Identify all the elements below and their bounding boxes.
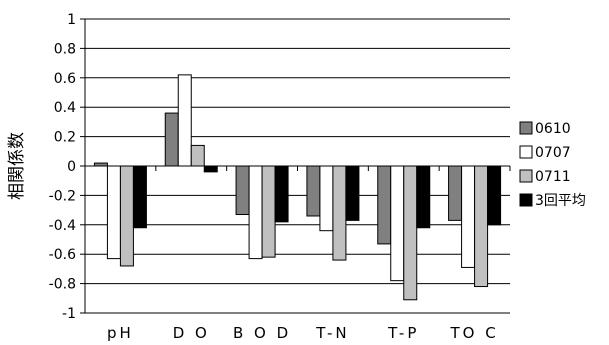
y-tick-label: -0.8 — [49, 277, 76, 293]
y-tick-label: 1 — [67, 12, 76, 28]
category-label: TO C — [449, 324, 498, 342]
legend-label: 0610 — [535, 121, 571, 137]
y-tick-label: -0.2 — [49, 188, 76, 204]
bar-0610-BOD — [235, 165, 250, 216]
bar-0707-T-P — [390, 165, 405, 282]
bar-0707-BOD — [248, 165, 263, 260]
bar-0711-TOC — [474, 165, 489, 288]
y-tick-label: -0.4 — [49, 218, 76, 234]
bars — [93, 74, 502, 301]
bar-0707-TOC — [461, 165, 476, 268]
y-tick-label: 0.8 — [54, 41, 76, 57]
legend-label: 0711 — [535, 169, 571, 185]
category-label: D O — [173, 324, 210, 342]
y-axis-label: 相関係数 — [7, 132, 27, 200]
gridlines — [85, 18, 510, 314]
y-tick-label: 0.2 — [54, 130, 76, 146]
category-label: pH — [107, 324, 134, 342]
bar-3回平均-pH — [132, 165, 147, 229]
bar-0711-pH — [119, 165, 134, 267]
bar-0610-TOC — [448, 165, 463, 221]
legend-swatch — [519, 145, 533, 159]
legend-label: 3回平均 — [535, 193, 586, 209]
y-tick-label: 0.4 — [54, 100, 76, 116]
y-tick-label: 0.6 — [54, 71, 76, 87]
category-label: B O D — [233, 324, 291, 342]
legend-swatch — [519, 121, 533, 135]
y-tick-label: -0.6 — [49, 247, 76, 263]
bar-3回平均-DO — [203, 165, 218, 173]
bar-0707-T-N — [319, 165, 334, 232]
legend-swatch — [519, 193, 533, 207]
bar-0711-BOD — [261, 165, 276, 258]
axes — [80, 18, 511, 314]
bar-0711-T-N — [332, 165, 347, 261]
category-label: T-N — [315, 324, 349, 342]
bar-0610-T-N — [306, 165, 321, 217]
bar-0711-T-P — [403, 165, 418, 301]
bar-0711-DO — [190, 144, 205, 167]
y-tick-labels: 1 0.8 0.6 0.4 0.2 0 -0.2 -0.4 -0.6 -0.8 -1 — [49, 12, 76, 322]
bar-3回平均-T-N — [345, 165, 360, 221]
legend: 0610 0707 0711 3回平均 — [519, 121, 586, 209]
category-labels: pH D O B O D T-N T-P TO C — [107, 324, 498, 342]
y-tick-label: -1 — [62, 306, 76, 322]
bar-0707-DO — [177, 74, 192, 167]
legend-label: 0707 — [535, 145, 571, 161]
bar-3回平均-T-P — [416, 165, 431, 229]
bar-0707-pH — [106, 165, 121, 260]
category-label: T-P — [387, 324, 419, 342]
bar-0610-DO — [164, 112, 179, 167]
bar-3回平均-TOC — [487, 165, 502, 226]
legend-swatch — [519, 169, 533, 183]
bar-0610-T-P — [377, 165, 392, 245]
bar-3回平均-BOD — [274, 165, 289, 223]
y-tick-label: 0 — [67, 159, 76, 175]
